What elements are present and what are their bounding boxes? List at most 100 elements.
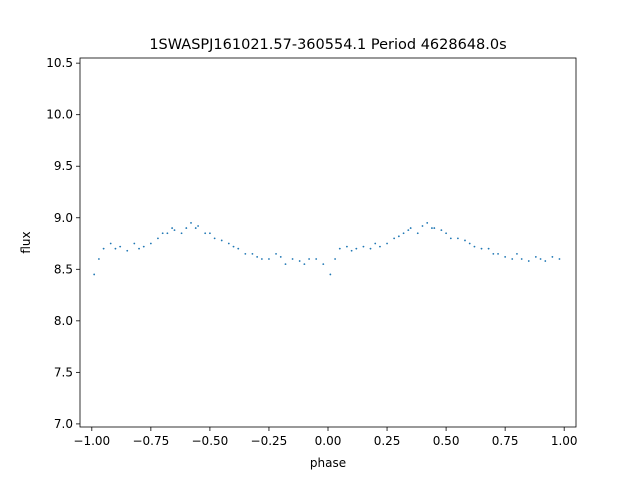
data-point	[173, 229, 176, 232]
data-point	[291, 258, 294, 260]
data-point	[194, 227, 197, 229]
data-point	[468, 242, 471, 245]
data-point	[303, 263, 306, 266]
x-axis-label: phase	[310, 456, 346, 470]
data-point	[440, 229, 443, 232]
data-point	[190, 222, 192, 224]
data-point	[355, 247, 358, 250]
data-point	[449, 237, 452, 240]
data-point	[329, 273, 332, 276]
data-point	[520, 258, 523, 260]
data-point	[487, 247, 490, 250]
data-point	[227, 242, 230, 245]
data-point	[504, 256, 507, 258]
data-point	[244, 252, 247, 255]
data-point	[119, 245, 122, 248]
data-point	[109, 242, 112, 245]
y-tick-label: 7.5	[54, 365, 73, 379]
data-point	[445, 232, 447, 235]
data-point	[431, 227, 433, 229]
x-tick-label: 1.00	[551, 434, 578, 448]
data-point	[256, 256, 259, 258]
y-tick-label: 10.0	[46, 108, 73, 122]
data-point	[138, 247, 140, 250]
data-point	[161, 232, 164, 235]
data-point	[409, 227, 412, 229]
data-point	[464, 239, 466, 242]
data-point	[220, 239, 223, 242]
data-point	[268, 258, 270, 260]
data-point	[397, 235, 400, 238]
y-axis: 7.0 7.5 8.0 8.5 9.0 9.5 10.0 10.5	[46, 56, 80, 431]
x-tick-label: 0.75	[492, 434, 519, 448]
x-tick-label: 0.00	[315, 434, 342, 448]
data-point	[527, 260, 530, 262]
y-tick-label: 10.5	[46, 56, 73, 70]
data-point	[279, 256, 282, 258]
data-point	[322, 263, 325, 266]
data-point	[166, 232, 169, 235]
data-point	[497, 252, 499, 255]
data-point	[457, 237, 459, 240]
x-axis: −1.00 −0.75 −0.50 −0.25 0.00 0.25 0.50 0.75 1.00	[73, 427, 578, 448]
data-point	[232, 245, 235, 248]
data-point	[171, 227, 174, 229]
data-point	[197, 225, 200, 227]
data-point	[386, 242, 388, 245]
data-point	[204, 232, 207, 235]
data-point	[185, 227, 188, 229]
data-point	[213, 237, 216, 240]
data-point	[93, 273, 96, 276]
data-point	[346, 245, 348, 248]
data-point	[338, 247, 341, 250]
data-point	[473, 245, 476, 248]
data-point	[126, 249, 129, 252]
x-tick-label: −0.75	[132, 434, 169, 448]
x-tick-label: 0.50	[433, 434, 460, 448]
x-tick-label: −0.25	[251, 434, 288, 448]
data-point	[407, 229, 410, 232]
data-point	[334, 258, 336, 260]
data-point	[362, 245, 365, 248]
data-point	[369, 247, 372, 250]
data-point	[237, 247, 240, 250]
data-point	[393, 237, 396, 240]
data-point	[142, 245, 145, 248]
data-point	[558, 258, 561, 260]
data-point	[551, 256, 554, 258]
data-points	[93, 222, 561, 276]
data-point	[284, 263, 287, 266]
data-point	[275, 252, 277, 255]
data-point	[426, 222, 429, 224]
data-point	[260, 258, 263, 260]
data-point	[149, 242, 152, 245]
data-point	[544, 260, 547, 262]
data-point	[298, 260, 301, 262]
data-point	[433, 227, 436, 229]
y-axis-label: flux	[19, 231, 33, 253]
data-point	[492, 252, 495, 255]
data-point	[315, 258, 318, 260]
data-point	[209, 232, 211, 235]
data-point	[511, 258, 514, 260]
data-point	[402, 232, 405, 235]
data-point	[534, 256, 537, 258]
y-tick-label: 8.5	[54, 262, 73, 276]
data-point	[421, 225, 424, 227]
y-tick-label: 8.0	[54, 314, 73, 328]
y-tick-label: 9.0	[54, 211, 73, 225]
data-point	[133, 242, 136, 245]
data-point	[516, 252, 518, 255]
data-point	[98, 258, 100, 260]
data-point	[251, 252, 254, 255]
data-point	[180, 232, 183, 235]
y-tick-label: 7.0	[54, 417, 73, 431]
x-tick-label: −1.00	[73, 434, 110, 448]
data-point	[157, 237, 159, 240]
y-tick-label: 9.5	[54, 159, 73, 173]
x-tick-label: 0.25	[374, 434, 401, 448]
data-point	[114, 247, 117, 250]
data-point	[480, 247, 483, 250]
data-point	[374, 242, 377, 245]
